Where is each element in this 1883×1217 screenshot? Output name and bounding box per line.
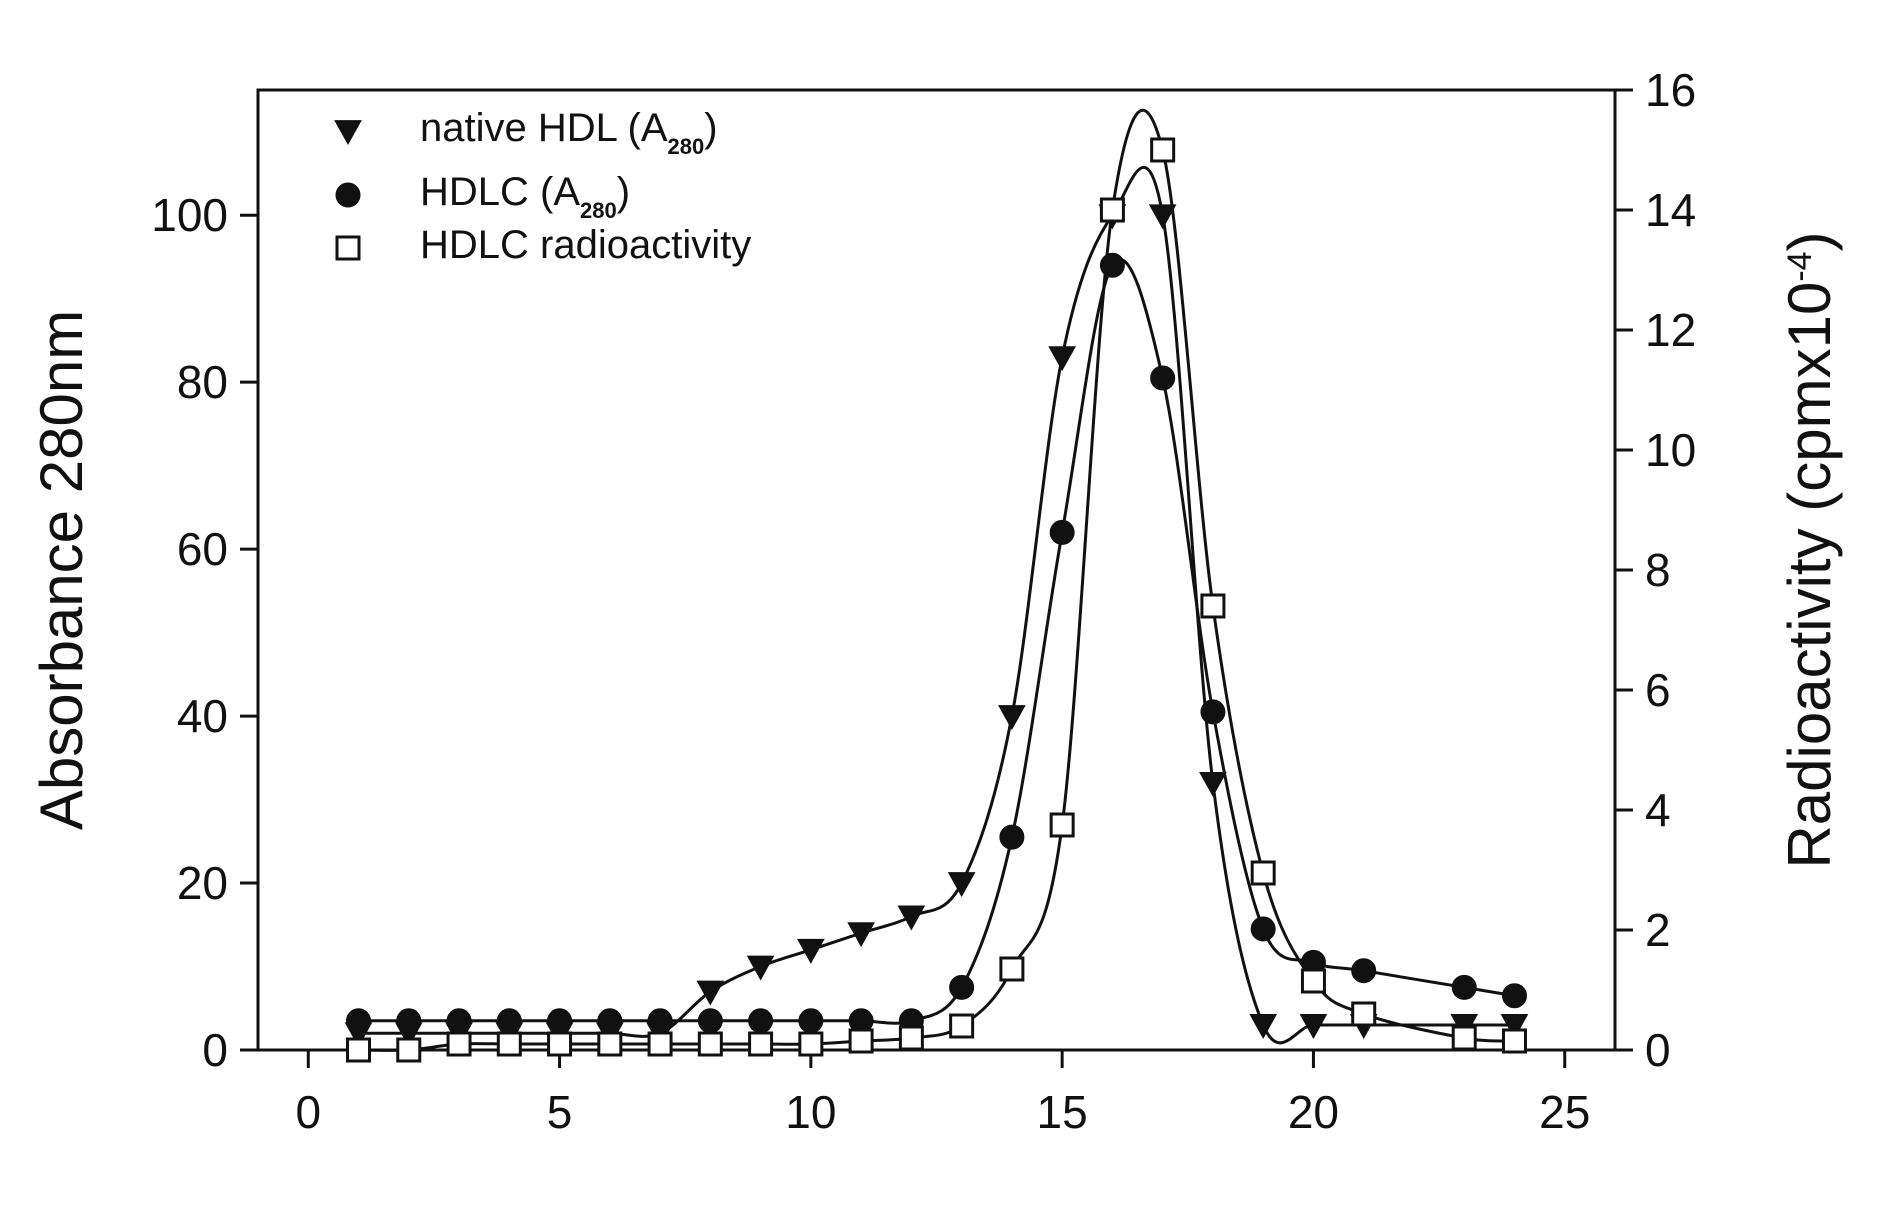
x-tick-label: 0 bbox=[295, 1086, 321, 1138]
y-left-tick-label: 40 bbox=[177, 690, 228, 742]
series-3-point bbox=[448, 1033, 470, 1055]
series-3-point bbox=[1453, 1027, 1475, 1049]
y-right-tick-label: 6 bbox=[1645, 664, 1671, 716]
series-3-point bbox=[1051, 814, 1073, 836]
series-2-point bbox=[1352, 959, 1376, 983]
y-right-tick-label: 2 bbox=[1645, 904, 1671, 956]
series-3-point bbox=[1353, 1003, 1375, 1025]
series-2-point bbox=[799, 1009, 823, 1033]
series-1-point bbox=[848, 923, 874, 946]
x-tick-label: 25 bbox=[1539, 1086, 1590, 1138]
y-left-title: Absorbance 280nm bbox=[28, 310, 95, 830]
legend-marker-2 bbox=[336, 183, 360, 207]
y-right-tick-label: 16 bbox=[1645, 64, 1696, 116]
series-3-point bbox=[498, 1033, 520, 1055]
series-2-point bbox=[1000, 825, 1024, 849]
y-right-tick-label: 0 bbox=[1645, 1024, 1671, 1076]
series-3-point bbox=[699, 1033, 721, 1055]
y-right-tick-label: 10 bbox=[1645, 424, 1696, 476]
legend-label-3: HDLC radioactivity bbox=[420, 223, 751, 267]
x-tick-label: 5 bbox=[547, 1086, 573, 1138]
series-3-point bbox=[398, 1039, 420, 1061]
series-3-point bbox=[549, 1033, 571, 1055]
series-3-point bbox=[649, 1033, 671, 1055]
series-3-point bbox=[599, 1033, 621, 1055]
series-3-point bbox=[1152, 139, 1174, 161]
series-2-point bbox=[698, 1009, 722, 1033]
y-right-tick-label: 12 bbox=[1645, 304, 1696, 356]
series-2-point bbox=[1452, 975, 1476, 999]
y-right-title: Radioactivity (cpmx10-4) bbox=[1776, 231, 1843, 868]
series-1-point bbox=[798, 939, 824, 962]
y-right-tick-label: 4 bbox=[1645, 784, 1671, 836]
y-left-tick-label: 80 bbox=[177, 356, 228, 408]
series-2-point bbox=[1251, 917, 1275, 941]
legend-label-2: HDLC (A280) bbox=[420, 170, 630, 223]
series-line-1 bbox=[359, 167, 1515, 1042]
series-2-point bbox=[548, 1009, 572, 1033]
series-2-point bbox=[447, 1009, 471, 1033]
series-1-point bbox=[949, 873, 975, 896]
series-3-point bbox=[1302, 970, 1324, 992]
series-2-point bbox=[1502, 984, 1526, 1008]
series-3-point bbox=[750, 1033, 772, 1055]
y-right-tick-label: 14 bbox=[1645, 184, 1696, 236]
series-3-point bbox=[850, 1030, 872, 1052]
series-1-point bbox=[1150, 205, 1176, 228]
y-left-tick-label: 60 bbox=[177, 523, 228, 575]
y-left-tick-label: 0 bbox=[202, 1024, 228, 1076]
x-tick-label: 15 bbox=[1037, 1086, 1088, 1138]
series-2-point bbox=[347, 1009, 371, 1033]
series-1-point bbox=[748, 956, 774, 979]
series-3-point bbox=[1503, 1030, 1525, 1052]
series-1-point bbox=[898, 906, 924, 929]
series-3-point bbox=[1001, 958, 1023, 980]
series-3-point bbox=[1252, 862, 1274, 884]
series-3-point bbox=[1101, 199, 1123, 221]
series-3-point bbox=[1202, 595, 1224, 617]
series-3-point bbox=[900, 1027, 922, 1049]
series-3-point bbox=[800, 1033, 822, 1055]
series-2-point bbox=[497, 1009, 521, 1033]
series-1-point bbox=[697, 981, 723, 1004]
series-2-point bbox=[598, 1009, 622, 1033]
series-3-point bbox=[348, 1039, 370, 1061]
legend-marker-1 bbox=[335, 121, 361, 144]
series-2-point bbox=[1151, 366, 1175, 390]
series-2-point bbox=[1201, 700, 1225, 724]
series-2-point bbox=[749, 1009, 773, 1033]
series-2-point bbox=[397, 1009, 421, 1033]
series-1-point bbox=[1049, 347, 1075, 370]
x-tick-label: 10 bbox=[785, 1086, 836, 1138]
legend: native HDL (A280) HDLC (A280)HDLC radioac… bbox=[335, 106, 751, 267]
legend-label-1: native HDL (A280) bbox=[420, 106, 718, 159]
legend-marker-3 bbox=[337, 237, 359, 259]
series-1-point bbox=[999, 706, 1025, 729]
y-left-tick-label: 20 bbox=[177, 857, 228, 909]
series-2-point bbox=[950, 975, 974, 999]
axis-titles: Absorbance 280nm Radioactivity (cpmx10-4) bbox=[28, 231, 1843, 868]
series-2-point bbox=[648, 1009, 672, 1033]
y-left-tick-label: 100 bbox=[151, 189, 228, 241]
series-1-point bbox=[1200, 772, 1226, 795]
y-right-tick-label: 8 bbox=[1645, 544, 1671, 596]
series-3-point bbox=[951, 1015, 973, 1037]
x-tick-label: 20 bbox=[1288, 1086, 1339, 1138]
series-2-point bbox=[1050, 520, 1074, 544]
series-1-point bbox=[1250, 1015, 1276, 1038]
series-2-point bbox=[1100, 253, 1124, 277]
markers bbox=[346, 139, 1528, 1061]
